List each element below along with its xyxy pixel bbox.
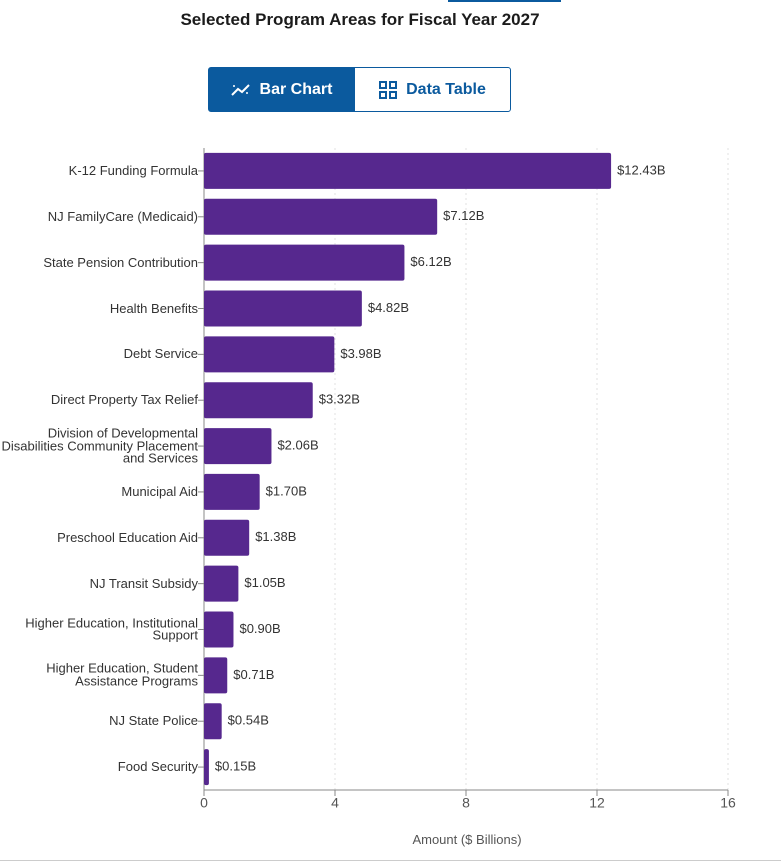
y-tick-label: NJ FamilyCare (Medicaid)	[47, 208, 198, 224]
divider	[0, 860, 781, 861]
value-label: $2.06B	[277, 438, 318, 453]
button-label: Bar Chart	[259, 80, 333, 98]
chart-icon	[230, 83, 250, 96]
bar	[204, 565, 239, 602]
data-table-button[interactable]: Data Table	[354, 67, 511, 112]
x-axis-label: Amount ($ Billions)	[412, 832, 522, 847]
value-label: $6.12B	[410, 254, 451, 269]
value-label: $1.38B	[255, 529, 296, 544]
bar	[204, 244, 405, 281]
y-tick-label: Municipal Aid	[121, 483, 198, 499]
y-tick-label: K-12 Funding Formula	[68, 162, 198, 178]
chart-title: Selected Program Areas for Fiscal Year 2…	[180, 10, 540, 29]
value-label: $1.05B	[244, 575, 285, 590]
bar	[204, 382, 313, 419]
x-tick-label: 8	[462, 795, 470, 811]
bar	[204, 749, 209, 786]
bar	[204, 519, 250, 556]
y-tick-label: Health Benefits	[109, 300, 198, 316]
y-tick-label: Direct Property Tax Relief	[50, 391, 198, 407]
x-tick-label: 16	[720, 795, 736, 811]
bar	[204, 290, 362, 327]
bar	[204, 611, 234, 648]
y-tick-label: State Pension Contribution	[43, 254, 198, 270]
value-label: $7.12B	[443, 208, 484, 223]
x-tick-label: 0	[200, 795, 208, 811]
value-label: $12.43B	[617, 162, 665, 177]
bar-chart-button[interactable]: Bar Chart	[208, 67, 355, 112]
y-tick-label: Higher Education, Student Assistance Pro…	[46, 660, 198, 689]
y-tick-label: NJ Transit Subsidy	[89, 575, 198, 591]
value-label: $0.71B	[233, 667, 274, 682]
value-label: $3.98B	[340, 346, 381, 361]
bar	[204, 473, 260, 510]
bar	[204, 152, 612, 189]
value-label: $1.70B	[266, 483, 307, 498]
button-label: Data Table	[406, 80, 486, 98]
value-label: $0.15B	[215, 759, 256, 774]
table-icon	[379, 80, 398, 99]
value-label: $3.32B	[319, 392, 360, 407]
y-tick-label: Higher Education, Institutional Support	[25, 615, 198, 643]
bar	[204, 657, 228, 694]
x-tick-label: 12	[589, 795, 605, 811]
bar	[204, 703, 222, 740]
y-tick-label: Division of Developmental Disabilities C…	[1, 425, 198, 466]
x-tick-label: 4	[331, 795, 339, 811]
value-label: $0.90B	[239, 621, 280, 636]
bar	[204, 428, 272, 465]
tab-indicator	[448, 0, 561, 2]
y-tick-label: Debt Service	[123, 346, 198, 362]
y-tick-label: NJ State Police	[109, 712, 198, 728]
bar	[204, 336, 335, 373]
value-label: $0.54B	[228, 713, 269, 728]
y-tick-label: Food Security	[117, 758, 198, 774]
value-label: $4.82B	[368, 300, 409, 315]
bar	[204, 198, 438, 235]
y-tick-label: Preschool Education Aid	[57, 529, 198, 545]
